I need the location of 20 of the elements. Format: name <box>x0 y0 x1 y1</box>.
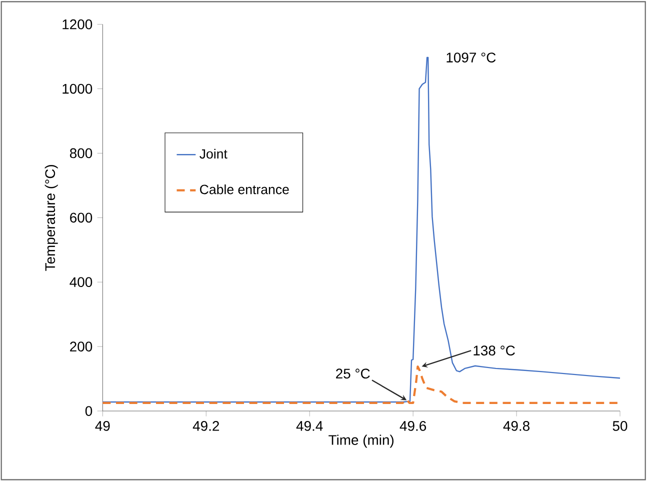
x-tick-label: 49.8 <box>503 421 530 431</box>
annotation: 1097 °C <box>446 52 496 62</box>
x-tick-label: 49.4 <box>296 421 323 431</box>
y-tick-label: 200 <box>70 342 92 352</box>
legend-label: Cable entrance <box>200 184 289 194</box>
y-axis-title: Temperature (°C) <box>44 164 58 271</box>
x-tick-label: 49.2 <box>192 421 219 431</box>
annotation: 25 °C <box>336 368 370 379</box>
x-tick-label: 49 <box>95 421 110 431</box>
y-tick-label: 400 <box>70 277 92 288</box>
x-axis-title: Time (min) <box>328 434 394 448</box>
x-tick-label: 49.6 <box>400 421 426 431</box>
y-tick-label: 0 <box>85 406 92 416</box>
annotation: 138 °C <box>474 346 515 356</box>
y-tick-label: 1200 <box>62 19 92 30</box>
legend-label: Joint <box>200 148 228 159</box>
y-tick-label: 1000 <box>62 84 92 94</box>
x-tick-label: 50 <box>612 421 628 431</box>
y-tick-label: 600 <box>70 212 92 223</box>
y-tick-label: 800 <box>70 148 92 158</box>
